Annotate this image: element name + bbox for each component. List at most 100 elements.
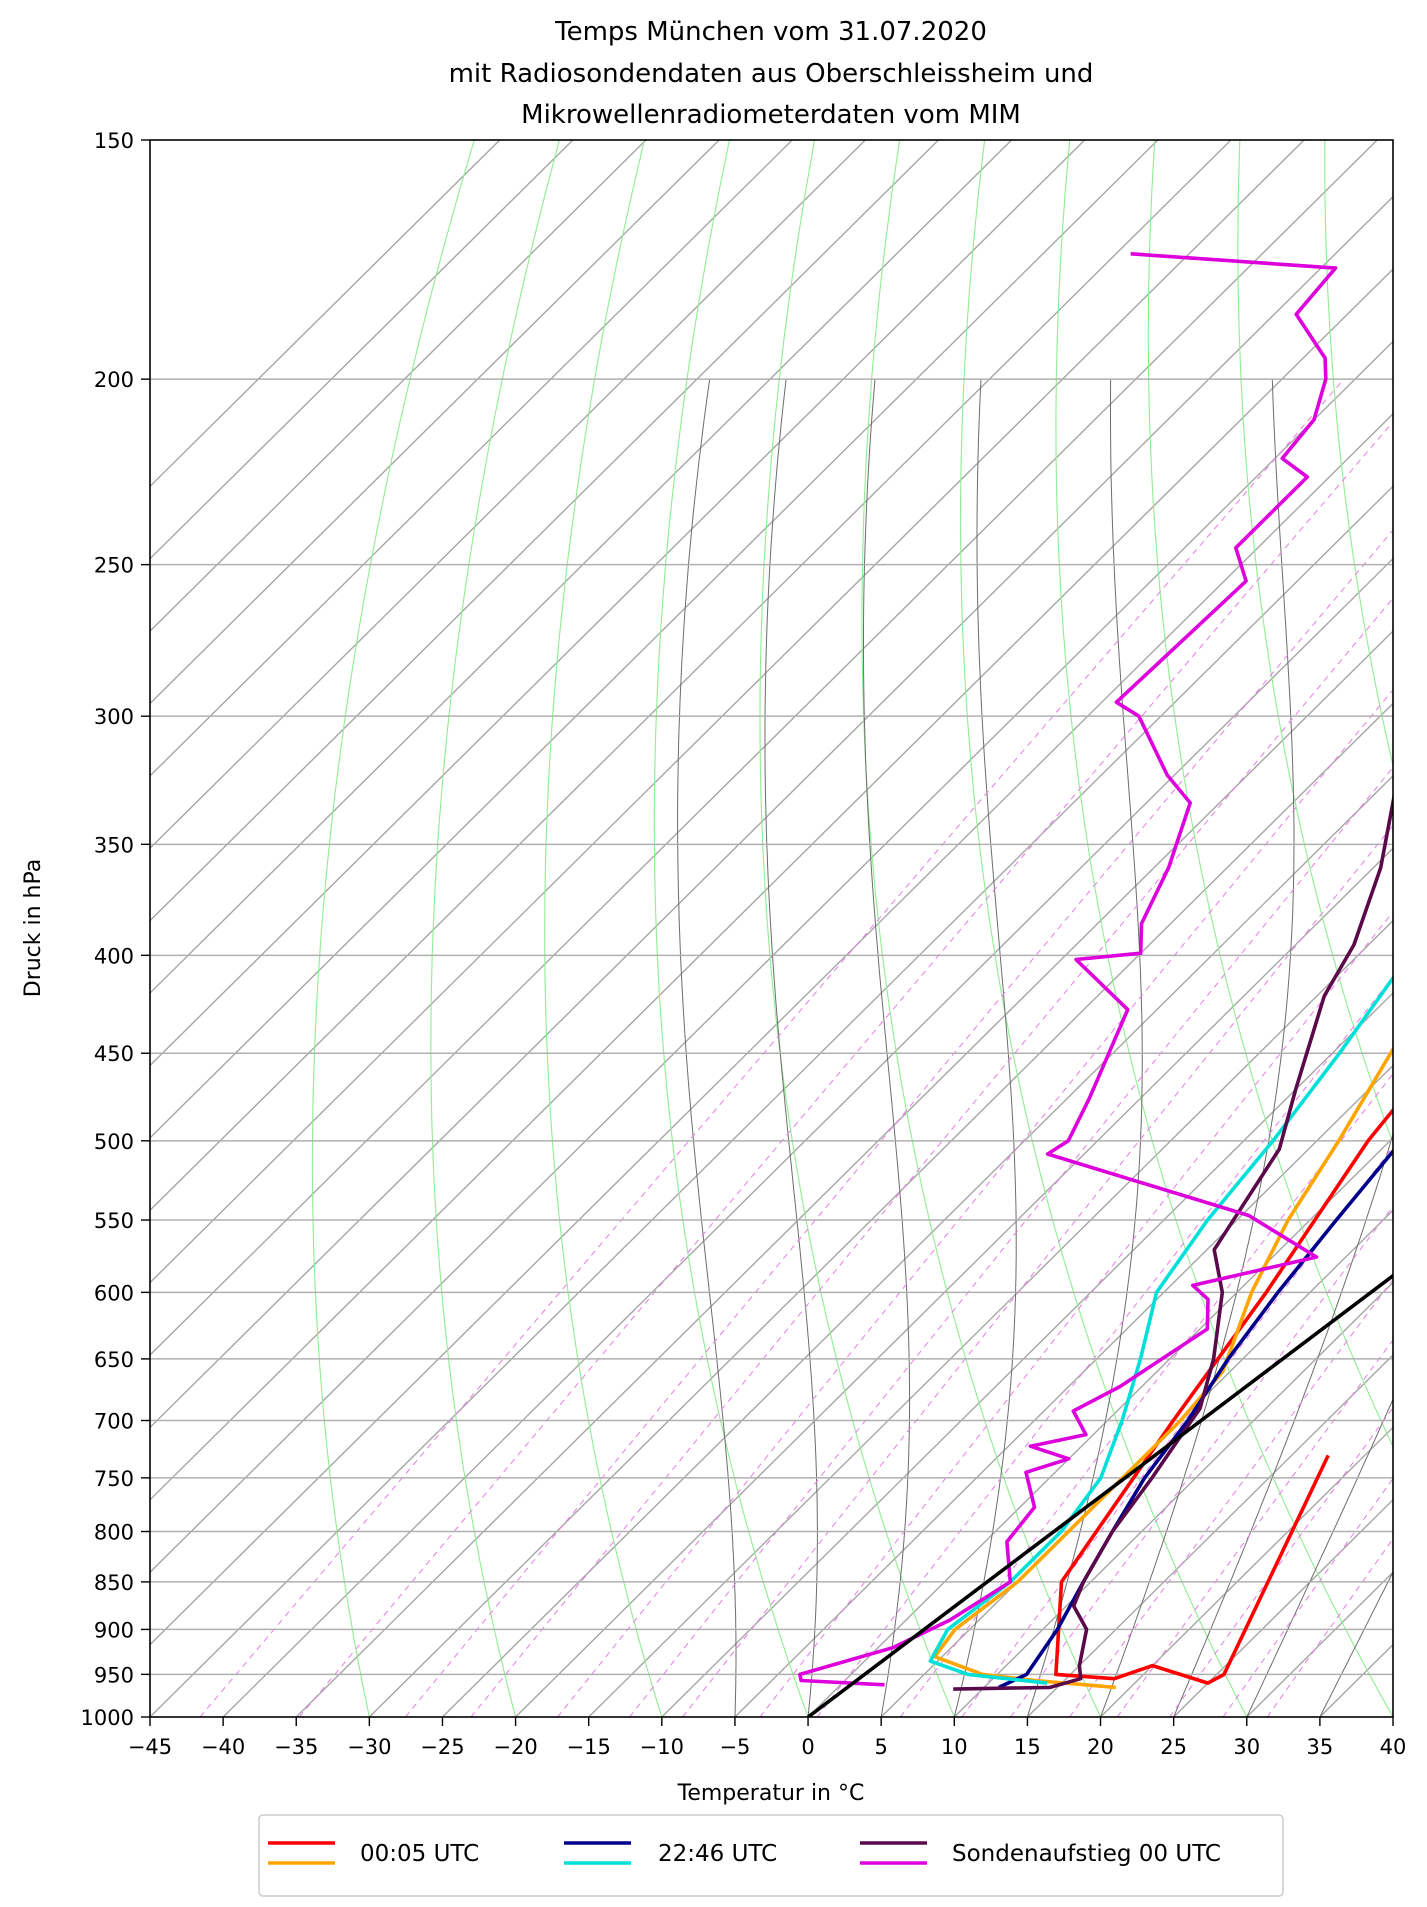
y-tick-label: 800 (94, 1521, 134, 1545)
isotherm-line (807, 1136, 1393, 1717)
isotherm-line (150, 140, 1305, 1284)
moist-adiabat-line (677, 379, 737, 1717)
y-tick-label: 600 (94, 1281, 134, 1305)
isotherm-line (150, 412, 1393, 1646)
y-tick-label: 350 (94, 833, 134, 857)
isotherm-line (880, 1209, 1393, 1717)
x-tick-label: −40 (201, 1735, 245, 1759)
isotherm-line (150, 268, 1393, 1501)
x-tick-label: 35 (1307, 1735, 1334, 1759)
y-tick-label: 400 (94, 944, 134, 968)
mixing-ratio-line (298, 421, 1393, 1717)
x-tick-label: −5 (719, 1735, 750, 1759)
legend-label: 22:46 UTC (658, 1841, 777, 1867)
mixing-ratio-line (1222, 1477, 1393, 1717)
isotherm-line (588, 919, 1393, 1717)
dry-adiabat-line (1410, 140, 1427, 1717)
legend-frame (258, 1814, 1284, 1897)
y-tick-label: 300 (94, 705, 134, 729)
series-line-22-46-utc-dewpoint (928, 974, 1393, 1685)
plot-frame (149, 139, 1394, 1718)
isotherm-line (1392, 1716, 1393, 1717)
isotherm-line (515, 847, 1393, 1717)
series-line-00-05-utc-dewpoint (932, 1045, 1393, 1690)
x-tick-label: −15 (567, 1735, 611, 1759)
mixing-ratio-line (557, 688, 1393, 1717)
dry-adiabat-line (1324, 140, 1393, 768)
x-tick-label: 15 (1014, 1735, 1041, 1759)
chart-title-line-3: Mikrowellenradiometerdaten vom MIM (521, 100, 1021, 130)
dry-adiabat-line (959, 140, 1248, 1717)
isotherm-line (150, 140, 1086, 1067)
x-tick-label: 20 (1087, 1735, 1114, 1759)
y-tick-label: 650 (94, 1348, 134, 1372)
x-tick-label: −30 (347, 1735, 391, 1759)
y-tick-label: 150 (94, 129, 134, 153)
isotherm-line (1100, 1426, 1393, 1717)
background-reference-lines (150, 140, 1427, 1717)
chart-title-line-2: mit Radiosondendaten aus Oberschleisshei… (449, 59, 1094, 89)
series-line-sondenaufstieg-00-utc-temperature (953, 792, 1393, 1691)
chart-title-line-1: Temps München vom 31.07.2020 (554, 17, 987, 47)
mixing-ratio-line (199, 378, 1345, 1717)
isotherm-line (441, 774, 1393, 1717)
y-tick-label: 1000 (81, 1706, 134, 1730)
dry-adiabat-line (311, 140, 475, 1717)
moist-adiabat-line (863, 379, 911, 1717)
isotherm-line (953, 1281, 1393, 1717)
mixing-ratio-line (470, 597, 1393, 1717)
dry-adiabat-line (861, 140, 1102, 1717)
isotherm-line (150, 140, 1013, 995)
y-tick-label: 850 (94, 1571, 134, 1595)
y-tick-label: 200 (94, 368, 134, 392)
y-axis-label: Druck in hPa (21, 859, 46, 998)
x-tick-label: 0 (801, 1735, 814, 1759)
x-tick-label: 10 (941, 1735, 968, 1759)
y-tick-label: 750 (94, 1467, 134, 1491)
isotherm-line (150, 140, 1232, 1212)
isotherm-line (368, 702, 1393, 1717)
dry-adiabat-line (1055, 140, 1393, 1717)
x-tick-label: 40 (1380, 1735, 1407, 1759)
mixing-ratio-line (1116, 1339, 1393, 1717)
series-layer (798, 252, 1393, 1717)
x-tick-label: −35 (274, 1735, 318, 1759)
mixing-ratio-line (1266, 1537, 1393, 1717)
dry-adiabat-line (544, 140, 663, 1717)
moist-adiabat-line (1319, 1570, 1393, 1717)
y-tick-label: 950 (94, 1663, 134, 1687)
x-tick-label: −10 (640, 1735, 684, 1759)
series-line-22-46-utc-temperature (998, 1148, 1393, 1690)
x-axis-label: Temperatur in °C (677, 1781, 865, 1806)
x-tick-label: −25 (420, 1735, 464, 1759)
isotherm-line (150, 340, 1393, 1574)
x-tick-label: 5 (874, 1735, 887, 1759)
moist-adiabat-line (1246, 1398, 1393, 1717)
mixing-ratio-line (1169, 1406, 1393, 1717)
series-line-sondenaufstieg-00-utc-dewpoint (798, 252, 1338, 1687)
isotherm-line (150, 140, 720, 705)
legend-label: 00:05 UTC (360, 1841, 479, 1867)
x-tick-label: 25 (1160, 1735, 1187, 1759)
isotherm-line (150, 140, 647, 633)
y-tick-label: 450 (94, 1042, 134, 1066)
isotherm-line (295, 630, 1393, 1717)
isotherm-line (150, 140, 501, 488)
dry-adiabat-line (759, 140, 955, 1717)
isotherm-line (1319, 1643, 1393, 1717)
y-tick-label: 550 (94, 1209, 134, 1233)
legend: 00:05 UTC 22:46 UTC Sondenaufstieg 00 UTC (258, 1814, 1284, 1897)
isotherm-line (734, 1064, 1393, 1717)
isotherm-line (150, 140, 574, 560)
y-tick-label: 900 (94, 1618, 134, 1642)
dry-adiabat-line (430, 140, 560, 1717)
isotherm-line (661, 992, 1393, 1717)
legend-label: Sondenaufstieg 00 UTC (952, 1841, 1221, 1867)
isotherm-line (150, 140, 1159, 1139)
x-tick-label: −20 (493, 1735, 537, 1759)
x-axis-ticks: −45 −40 −35 −30 −25 −20 −15 −10 −5 0 5 10 15 20 25 30 35… (128, 1717, 1407, 1759)
isotherm-line (150, 195, 1393, 1429)
series-line-00-05-utc-temperature (1054, 1107, 1393, 1685)
mixing-ratio-line (682, 824, 1393, 1717)
